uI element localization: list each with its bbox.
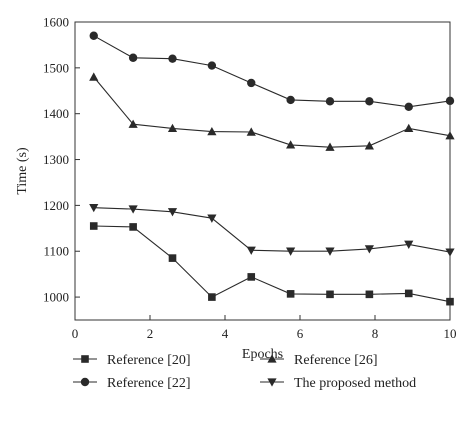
data-point — [207, 126, 217, 136]
series-4 — [89, 203, 455, 257]
y-axis-title: Time (s) — [15, 147, 30, 195]
x-tick-label: 10 — [444, 326, 457, 341]
legend-item: Reference [20] — [73, 353, 191, 368]
data-point — [167, 123, 178, 133]
data-point — [168, 254, 177, 262]
series-line — [93, 225, 451, 303]
data-point — [286, 247, 296, 256]
legend-label: Reference [20] — [107, 353, 191, 368]
x-axis-title: Epochs — [242, 347, 283, 362]
legend-label: The proposed method — [294, 376, 416, 391]
y-tick-label: 1100 — [43, 244, 69, 259]
data-point — [404, 240, 414, 249]
plot-area — [89, 31, 455, 306]
series-line — [93, 76, 451, 148]
data-point — [445, 131, 455, 140]
data-point — [168, 54, 177, 63]
legend-item: The proposed method — [260, 376, 416, 391]
x-tick-label: 0 — [72, 326, 79, 341]
data-point — [445, 248, 455, 257]
data-point — [208, 293, 216, 301]
x-tick-label: 4 — [222, 326, 229, 341]
data-point — [364, 141, 374, 150]
data-point — [247, 78, 256, 88]
data-point — [326, 290, 334, 299]
data-point — [364, 245, 374, 254]
data-point — [286, 140, 296, 149]
data-point — [167, 208, 178, 217]
data-point — [325, 142, 335, 151]
y-tick-label: 1400 — [43, 106, 69, 121]
data-point — [246, 246, 256, 255]
legend-marker — [267, 378, 277, 387]
series-2 — [89, 31, 455, 112]
data-point — [445, 96, 455, 106]
data-point — [404, 123, 414, 133]
y-tick-label: 1200 — [43, 198, 69, 213]
data-point — [325, 247, 335, 256]
data-point — [128, 53, 138, 62]
series-line — [93, 207, 451, 253]
y-tick-label: 1500 — [43, 60, 69, 75]
legend-marker — [267, 354, 277, 363]
data-point — [129, 223, 137, 231]
legend-label: Reference [22] — [107, 376, 191, 391]
data-point — [365, 97, 374, 106]
x-tick-label: 6 — [297, 326, 304, 341]
x-tick-label: 8 — [372, 326, 379, 341]
data-point — [207, 61, 217, 70]
data-point — [89, 222, 98, 230]
legend-marker — [81, 355, 89, 363]
data-point — [89, 31, 98, 40]
data-point — [365, 290, 374, 299]
legend-label: Reference [26] — [294, 353, 378, 368]
legend-item: Reference [22] — [73, 376, 191, 391]
x-tick-label: 2 — [147, 326, 154, 341]
data-point — [128, 205, 138, 214]
data-point — [247, 273, 256, 281]
data-point — [325, 97, 335, 106]
y-tick-label: 1300 — [43, 152, 69, 167]
series-3 — [89, 72, 455, 151]
data-point — [446, 297, 454, 306]
legend: Reference [20] Reference [22] Reference [2… — [73, 353, 416, 391]
data-point — [207, 214, 217, 223]
data-point — [286, 290, 295, 298]
data-point — [286, 95, 295, 105]
data-point — [89, 72, 99, 81]
y-tick-label: 1000 — [43, 290, 69, 305]
legend-item: Reference [26] — [260, 353, 378, 368]
plot-frame — [74, 21, 451, 321]
series-1 — [89, 222, 454, 306]
data-point — [246, 127, 256, 136]
data-point — [128, 119, 138, 128]
y-tick-label: 1600 — [43, 15, 69, 30]
data-point — [89, 203, 99, 213]
axes: 0 2 4 6 8 10 1000 1100 1200 1300 1400 1500 1600 Epoch… — [15, 15, 457, 363]
legend-marker — [80, 377, 90, 387]
data-point — [404, 289, 413, 298]
data-point — [404, 102, 413, 112]
series-line — [93, 35, 451, 108]
